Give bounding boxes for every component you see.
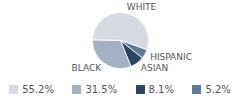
html-text:5.2%: 5.2% — [205, 83, 231, 95]
svg-text:HISPANIC: HISPANIC — [150, 52, 192, 62]
svg-text:WHITE: WHITE — [127, 2, 157, 12]
html-text:31.5%: 31.5% — [85, 83, 118, 95]
svg-text:BLACK: BLACK — [72, 63, 103, 73]
html-text:55.2%: 55.2% — [22, 83, 54, 95]
svg-text:ASIAN: ASIAN — [141, 63, 168, 73]
html-text:8.1%: 8.1% — [148, 83, 174, 95]
